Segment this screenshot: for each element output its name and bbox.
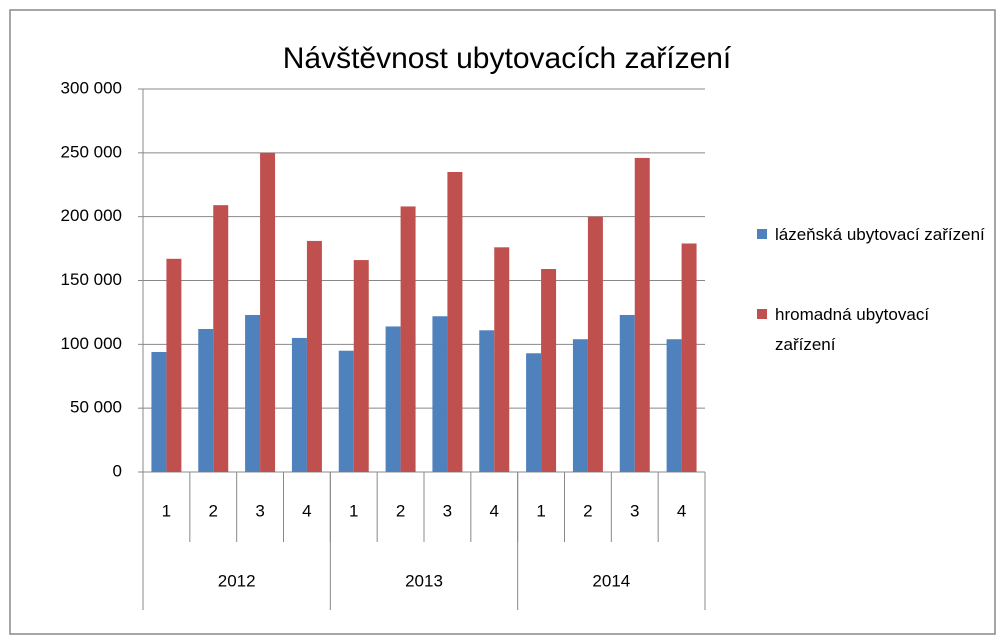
bar xyxy=(166,258,182,472)
y-tick-label: 0 xyxy=(113,461,122,480)
bar xyxy=(198,329,214,472)
x-tick-label: 2 xyxy=(209,501,218,520)
bar xyxy=(400,206,416,472)
y-tick-label: 300 000 xyxy=(61,78,122,97)
y-tick-label: 50 000 xyxy=(70,398,122,417)
y-tick-label: 100 000 xyxy=(61,334,122,353)
bar xyxy=(619,314,635,472)
x-tick-label: 1 xyxy=(162,501,171,520)
bar xyxy=(151,351,167,472)
legend-label: hromadná ubytovací zařízení xyxy=(775,305,930,354)
bar xyxy=(494,247,510,472)
y-tick-label: 150 000 xyxy=(61,270,122,289)
bar xyxy=(479,330,495,472)
bar xyxy=(541,269,557,472)
bar xyxy=(526,353,542,472)
bar xyxy=(306,240,322,472)
bar xyxy=(681,243,697,472)
bar xyxy=(260,152,276,473)
x-tick-label: 1 xyxy=(349,501,358,520)
legend-swatch xyxy=(757,309,767,319)
x-tick-label: 4 xyxy=(677,501,686,520)
bar xyxy=(634,157,650,472)
x-tick-label: 3 xyxy=(255,501,264,520)
bar xyxy=(338,350,354,472)
bar xyxy=(587,216,603,472)
x-tick-label: 1 xyxy=(536,501,545,520)
bar xyxy=(245,314,261,472)
legend-label: lázeňská ubytovací zařízení xyxy=(775,225,985,244)
x-tick-label: 4 xyxy=(302,501,311,520)
legend-swatch xyxy=(757,229,767,239)
legend-item: hromadná ubytovací zařízení xyxy=(757,300,987,360)
group-label: 2014 xyxy=(592,571,630,590)
y-tick-label: 250 000 xyxy=(61,142,122,161)
bar xyxy=(666,339,682,472)
bar xyxy=(572,339,588,472)
group-label: 2013 xyxy=(405,571,443,590)
x-tick-label: 3 xyxy=(443,501,452,520)
y-tick-label: 200 000 xyxy=(61,206,122,225)
x-tick-label: 4 xyxy=(490,501,499,520)
x-tick-label: 2 xyxy=(396,501,405,520)
bar xyxy=(385,326,401,472)
chart-title: Návštěvnost ubytovacích zařízení xyxy=(283,42,732,75)
x-tick-label: 2 xyxy=(583,501,592,520)
bar xyxy=(213,205,229,472)
bar xyxy=(291,337,307,472)
bar xyxy=(432,316,448,472)
group-label: 2012 xyxy=(218,571,256,590)
bar xyxy=(353,260,369,472)
bar xyxy=(447,171,463,472)
legend-item: lázeňská ubytovací zařízení xyxy=(757,220,987,250)
legend: lázeňská ubytovací zařízení hromadná ubyt… xyxy=(757,220,987,410)
x-tick-label: 3 xyxy=(630,501,639,520)
